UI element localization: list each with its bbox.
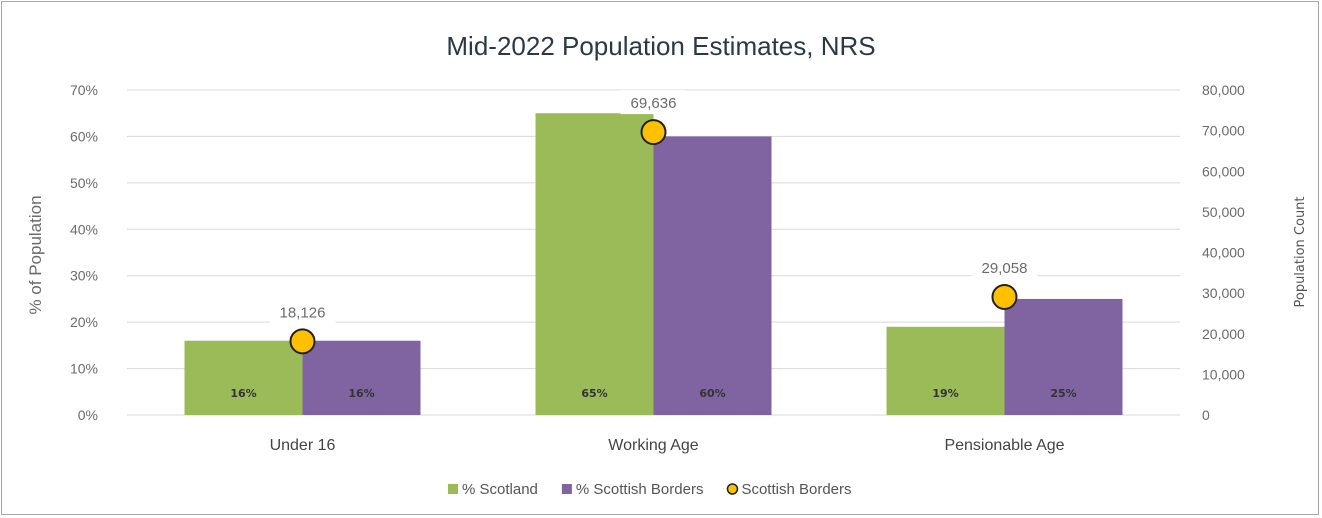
chart-title: Mid-2022 Population Estimates, NRS xyxy=(446,31,875,61)
right-axis-ticks: 0 10,000 20,000 30,000 40,000 50,000 60,000 70,… xyxy=(1202,82,1245,423)
y-tick-label: 0% xyxy=(78,407,98,423)
marker-point xyxy=(640,119,667,146)
category-label: Under 16 xyxy=(270,437,336,454)
bar xyxy=(886,326,1005,415)
bars xyxy=(184,113,1123,415)
y-tick-label: 60% xyxy=(70,128,98,144)
bar xyxy=(1004,298,1123,415)
y-tick-label: 20% xyxy=(70,314,98,330)
left-axis-ticks: 0% 10% 20% 30% 40% 50% 60% 70% xyxy=(70,82,98,423)
y2-tick-label: 70,000 xyxy=(1202,123,1245,139)
y2-tick-label: 40,000 xyxy=(1202,245,1245,261)
bar-data-label: 19% xyxy=(932,387,958,400)
legend-entry: % Scotland xyxy=(462,481,538,498)
y2-axis-title: Population Count xyxy=(1293,196,1308,307)
y2-tick-label: 20,000 xyxy=(1202,326,1245,342)
y-tick-label: 50% xyxy=(70,175,98,191)
y-tick-label: 10% xyxy=(70,361,98,377)
marker-data-label: 29,058 xyxy=(982,260,1028,277)
category-label: Working Age xyxy=(608,437,699,454)
legend-swatch-marker xyxy=(726,483,739,495)
bar xyxy=(653,136,772,415)
marker-data-label: 18,126 xyxy=(280,304,326,321)
y2-tick-label: 60,000 xyxy=(1202,163,1245,179)
y2-tick-label: 30,000 xyxy=(1202,285,1245,301)
y2-tick-label: 80,000 xyxy=(1202,82,1245,98)
y-tick-label: 70% xyxy=(70,82,98,98)
legend-entry: Scottish Borders xyxy=(741,481,851,498)
marker-label-bg xyxy=(269,299,336,324)
legend-swatch xyxy=(448,484,458,494)
y2-tick-label: 50,000 xyxy=(1202,204,1245,220)
bar-data-label: 16% xyxy=(348,387,374,400)
bar-data-label: 60% xyxy=(699,387,725,400)
y-tick-label: 40% xyxy=(70,221,98,237)
bar xyxy=(184,340,303,415)
marker-point xyxy=(289,328,316,355)
legend-entry: % Scottish Borders xyxy=(576,481,704,498)
marker-label-bg xyxy=(971,254,1038,279)
category-labels: Under 16 Working Age Pensionable Age xyxy=(270,437,1065,454)
legend: % Scotland % Scottish Borders Scottish Bor… xyxy=(448,481,852,498)
bar-data-label: 65% xyxy=(581,387,607,400)
category-label: Pensionable Age xyxy=(944,437,1064,454)
bar-labels: 16% 16% 65% 60% 19% 25% xyxy=(230,387,1076,400)
y-tick-label: 30% xyxy=(70,268,98,284)
marker-data-label: 69,636 xyxy=(631,95,677,112)
y-axis-title: % of Population xyxy=(26,195,45,314)
y2-tick-label: 0 xyxy=(1202,407,1210,423)
marker-label-bg xyxy=(620,90,687,115)
legend-swatch xyxy=(561,484,572,494)
markers: 18,126 69,636 29,058 xyxy=(269,90,1038,355)
bar-data-label: 25% xyxy=(1050,387,1076,400)
bar xyxy=(535,113,654,415)
bar-data-label: 16% xyxy=(230,387,256,400)
bar xyxy=(302,340,421,415)
y2-tick-label: 10,000 xyxy=(1202,366,1245,382)
marker-point xyxy=(991,283,1018,310)
